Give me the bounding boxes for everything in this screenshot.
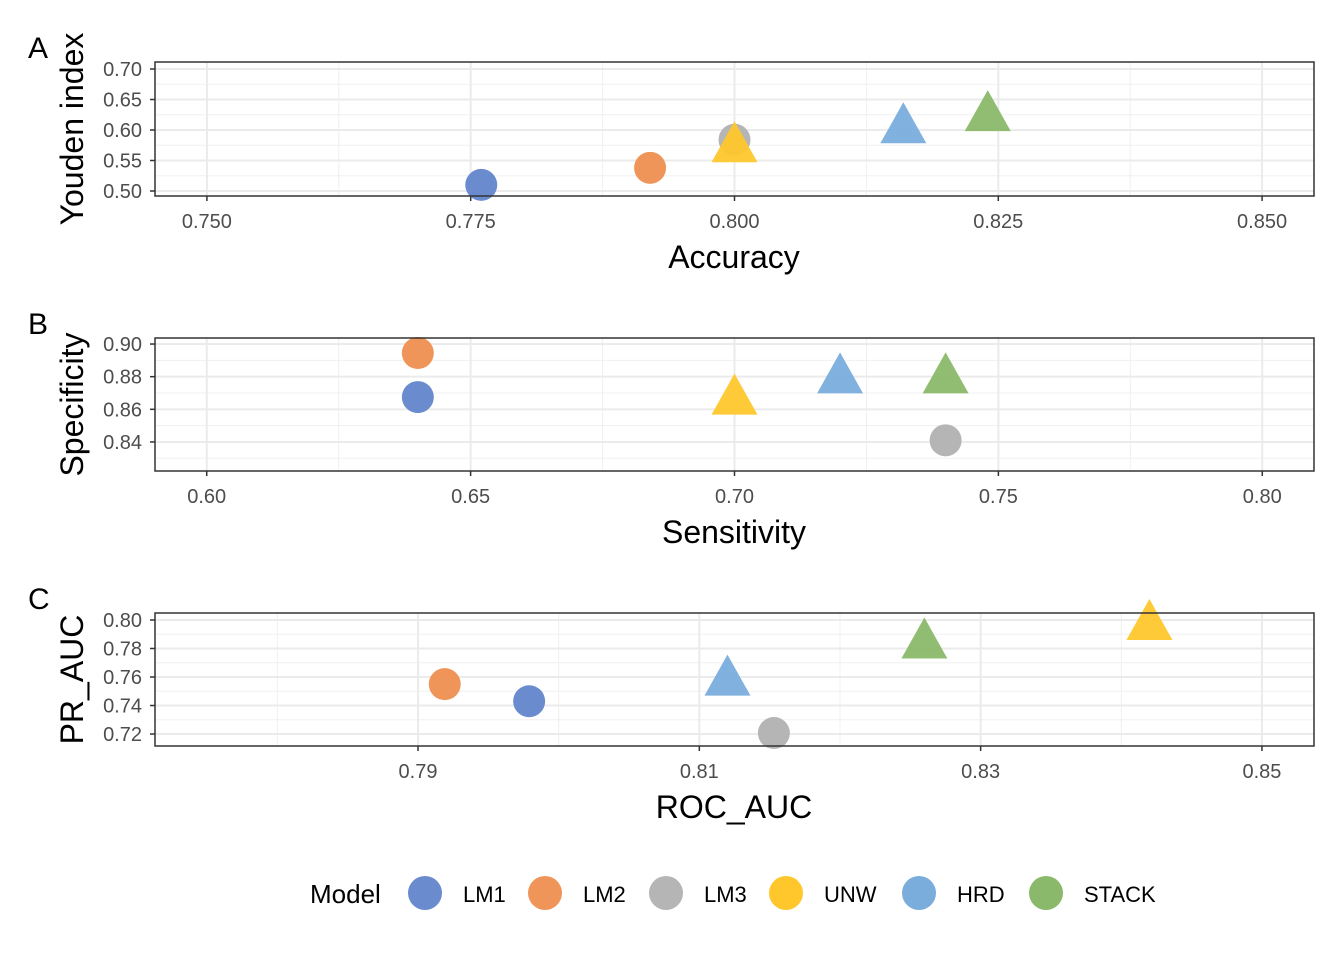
legend-key bbox=[1029, 876, 1063, 910]
legend-key bbox=[769, 876, 803, 910]
legend-label: UNW bbox=[824, 882, 877, 907]
x-tick-label: 0.60 bbox=[187, 486, 226, 508]
y-tick-label: 0.55 bbox=[103, 151, 142, 173]
legend-label: LM1 bbox=[463, 882, 506, 907]
points bbox=[401, 337, 969, 457]
panel-c: 0.79 0.81 0.83 0.85 0.72 0.74 0.76 0.78 0.80 ROC_… bbox=[28, 583, 1315, 825]
point-lm2 bbox=[401, 337, 434, 370]
point-stack bbox=[922, 352, 969, 394]
x-axis-title: Accuracy bbox=[668, 239, 800, 275]
x-tick-label: 0.825 bbox=[973, 211, 1023, 233]
point-hrd bbox=[880, 102, 927, 144]
legend-label: LM2 bbox=[583, 882, 626, 907]
y-tick-label: 0.86 bbox=[103, 399, 142, 421]
y-tick-label: 0.70 bbox=[103, 59, 142, 81]
legend-item-lm3: LM3 bbox=[649, 876, 747, 910]
point-lm1 bbox=[465, 168, 498, 201]
legend-title: Model bbox=[310, 879, 381, 909]
y-tick-label: 0.80 bbox=[103, 610, 142, 632]
y-axis-title: PR_AUC bbox=[54, 615, 90, 745]
y-tick-label: 0.84 bbox=[103, 432, 142, 454]
y-tick-label: 0.90 bbox=[103, 334, 142, 356]
point-lm2 bbox=[634, 151, 667, 184]
panel-border bbox=[154, 337, 1315, 472]
x-tick-label: 0.80 bbox=[1243, 486, 1282, 508]
legend-item-lm2: LM2 bbox=[528, 876, 626, 910]
x-tick-label: 0.79 bbox=[399, 761, 438, 783]
y-axis-title: Specificity bbox=[54, 332, 90, 476]
y-tick-label: 0.65 bbox=[103, 90, 142, 112]
panel-a: 0.750 0.775 0.800 0.825 0.850 0.50 0.55 0.60 0.6… bbox=[28, 32, 1315, 275]
legend-label: STACK bbox=[1084, 882, 1156, 907]
panel-border bbox=[154, 61, 1315, 197]
legend-key bbox=[528, 876, 562, 910]
y-tick-label: 0.76 bbox=[103, 667, 142, 689]
point-lm2 bbox=[428, 668, 461, 701]
point-unw bbox=[1126, 598, 1173, 640]
x-tick-label: 0.750 bbox=[182, 211, 232, 233]
y-tick-label: 0.72 bbox=[103, 724, 142, 746]
x-tick-label: 0.70 bbox=[715, 486, 754, 508]
legend-item-hrd: HRD bbox=[902, 876, 1005, 910]
point-hrd bbox=[817, 352, 864, 394]
legend-key bbox=[408, 876, 442, 910]
panel-tag: A bbox=[28, 32, 48, 65]
y-tick-label: 0.88 bbox=[103, 367, 142, 389]
point-hrd bbox=[704, 654, 751, 696]
y-tick-label: 0.60 bbox=[103, 120, 142, 142]
panel-tag: B bbox=[28, 308, 48, 341]
y-tick-label: 0.74 bbox=[103, 696, 142, 718]
point-lm1 bbox=[401, 381, 434, 414]
x-tick-label: 0.65 bbox=[451, 486, 490, 508]
x-tick-label: 0.75 bbox=[979, 486, 1018, 508]
panel-tag: C bbox=[28, 583, 50, 616]
legend-key bbox=[902, 876, 936, 910]
legend-item-lm1: LM1 bbox=[408, 876, 506, 910]
point-stack bbox=[964, 90, 1011, 132]
legend-item-stack: STACK bbox=[1029, 876, 1156, 910]
point-lm3 bbox=[757, 717, 790, 750]
points bbox=[465, 90, 1011, 201]
point-unw bbox=[711, 121, 758, 163]
legend: Model LM1 LM2 LM3 UNW HRD STACK bbox=[310, 876, 1156, 910]
legend-label: LM3 bbox=[704, 882, 747, 907]
legend-item-unw: UNW bbox=[769, 876, 877, 910]
legend-label: HRD bbox=[957, 882, 1005, 907]
x-tick-label: 0.775 bbox=[446, 211, 496, 233]
y-axis-title: Youden index bbox=[54, 33, 90, 226]
x-tick-label: 0.850 bbox=[1237, 211, 1287, 233]
panel-border bbox=[154, 612, 1315, 747]
y-tick-label: 0.78 bbox=[103, 638, 142, 660]
x-tick-label: 0.800 bbox=[709, 211, 759, 233]
x-tick-label: 0.81 bbox=[680, 761, 719, 783]
panel-b: 0.60 0.65 0.70 0.75 0.80 0.84 0.86 0.88 0.90 Sens… bbox=[28, 308, 1315, 550]
x-axis-title: Sensitivity bbox=[662, 514, 806, 550]
point-lm3 bbox=[929, 424, 962, 457]
legend-key bbox=[649, 876, 683, 910]
points bbox=[428, 598, 1173, 750]
x-tick-label: 0.85 bbox=[1242, 761, 1281, 783]
y-tick-label: 0.50 bbox=[103, 181, 142, 203]
point-lm1 bbox=[513, 685, 546, 718]
point-unw bbox=[711, 373, 758, 415]
point-stack bbox=[901, 617, 948, 659]
x-axis-title: ROC_AUC bbox=[656, 789, 812, 825]
x-tick-label: 0.83 bbox=[961, 761, 1000, 783]
